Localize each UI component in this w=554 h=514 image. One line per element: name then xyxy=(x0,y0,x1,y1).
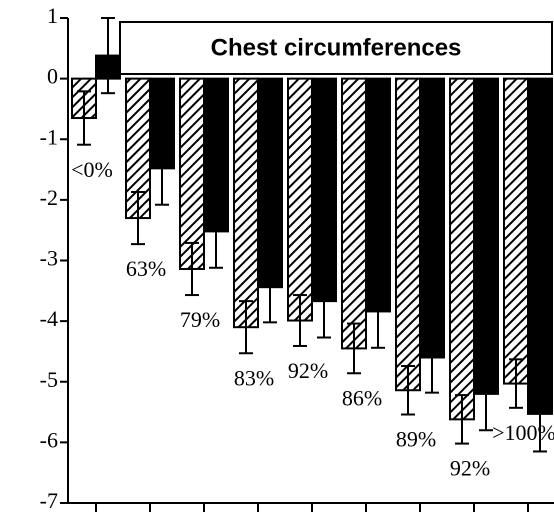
bar xyxy=(473,77,499,395)
y-tick-label: -2 xyxy=(40,185,58,210)
bar xyxy=(419,77,445,359)
bar xyxy=(287,77,313,322)
bar xyxy=(527,77,553,415)
y-tick-label: -7 xyxy=(40,488,58,513)
y-tick-label: -6 xyxy=(40,427,58,452)
category-label: 63% xyxy=(126,256,166,281)
category-label: 79% xyxy=(180,307,220,332)
category-label: 83% xyxy=(234,365,274,390)
chart-title: Chest circumferences xyxy=(211,34,462,61)
y-tick-label: 1 xyxy=(47,3,58,28)
category-label: 92% xyxy=(450,456,490,481)
y-tick-label: -5 xyxy=(40,367,58,392)
y-tick-label: 0 xyxy=(47,64,58,89)
category-label: 86% xyxy=(342,385,382,410)
category-label: >100% xyxy=(492,420,554,445)
category-label: <0% xyxy=(71,157,113,182)
y-tick-label: -1 xyxy=(40,124,58,149)
bar xyxy=(233,77,259,329)
bar xyxy=(341,77,367,350)
category-label: 92% xyxy=(288,358,328,383)
title-box xyxy=(119,21,553,75)
bar xyxy=(179,77,205,270)
bar xyxy=(395,77,421,392)
category-label: 89% xyxy=(396,427,436,452)
y-tick-label: -3 xyxy=(40,246,58,271)
bar xyxy=(449,77,475,421)
y-tick-label: -4 xyxy=(40,306,58,331)
bar xyxy=(503,77,529,385)
